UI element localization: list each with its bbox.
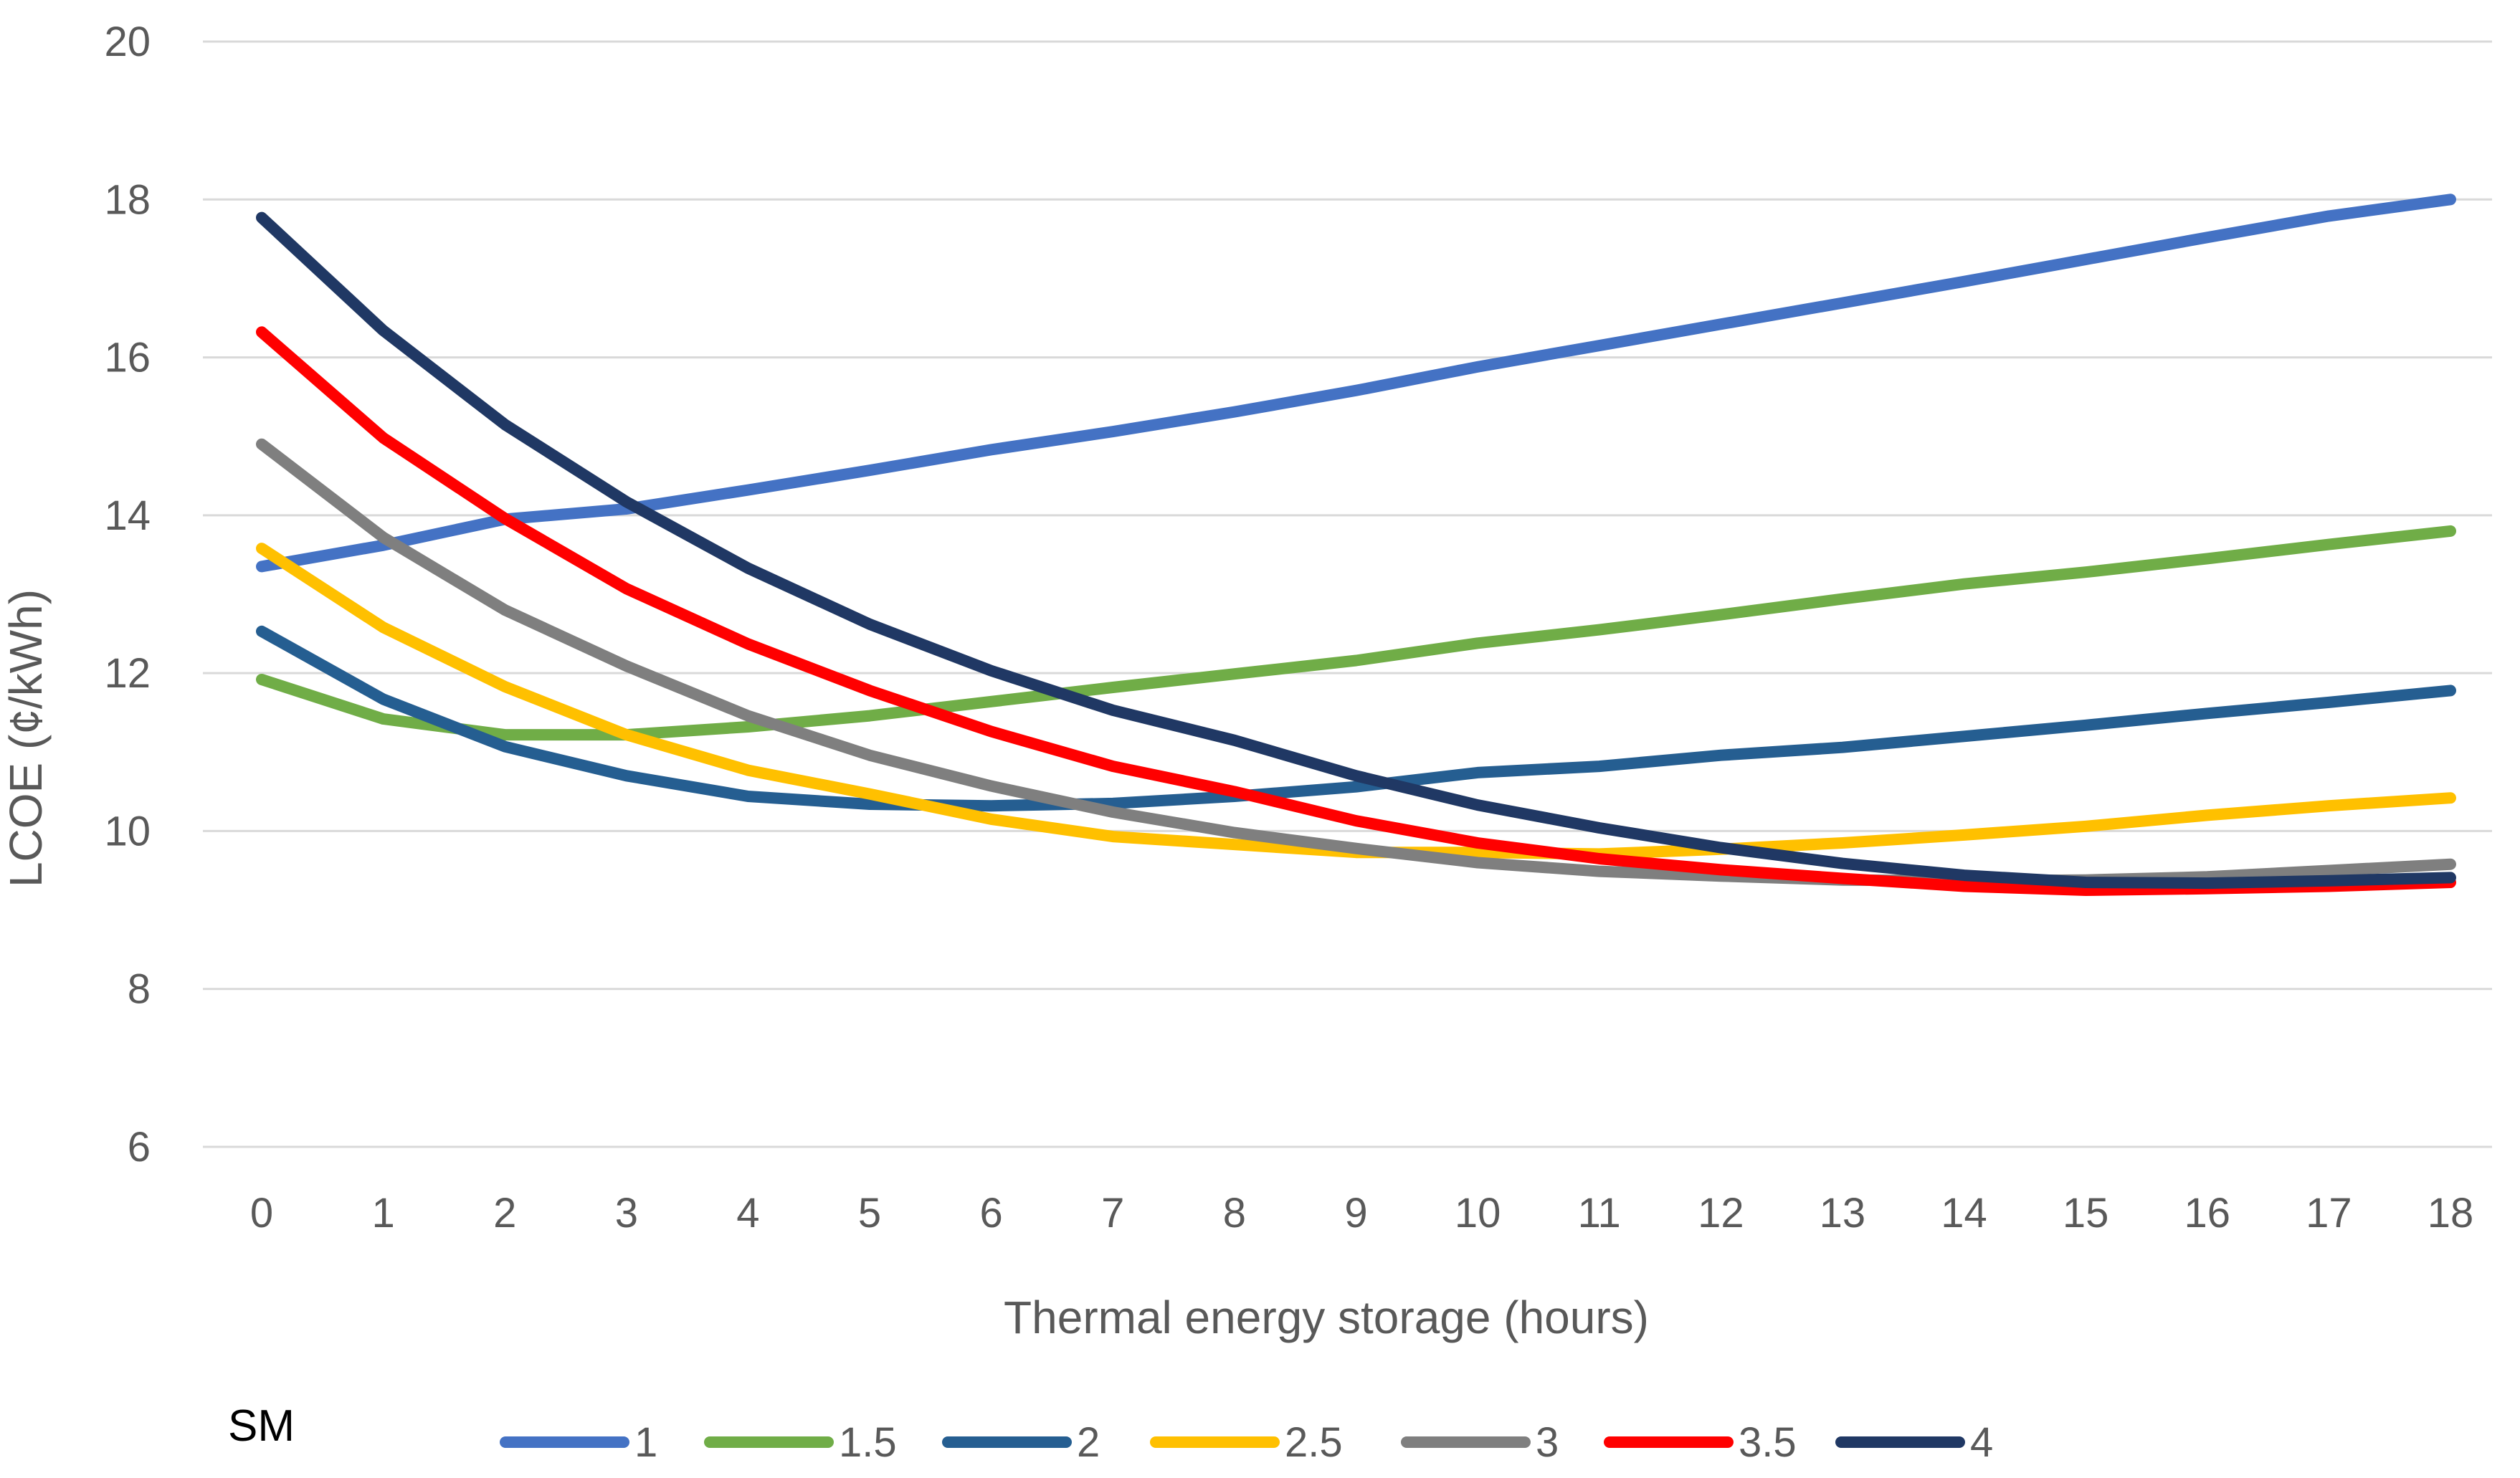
series-line-3-5 [256,326,2456,896]
legend-label: 4 [1970,1419,1993,1466]
x-axis-ticks: 0 1 2 3 4 5 6 7 8 9 10 11 12 13 14 15 16 17 18 [250,1190,2473,1236]
x-tick-label: 0 [250,1190,273,1236]
x-tick-label: 12 [1698,1190,1744,1236]
legend-label: 3 [1536,1419,1559,1466]
x-tick-label: 10 [1455,1190,1501,1236]
y-axis-ticks: 6 8 10 12 14 16 18 20 [104,19,151,1171]
x-tick-label: 1 [371,1190,394,1236]
series-line-2-5 [256,543,2456,860]
y-tick-label: 14 [104,492,151,539]
legend-label: 3.5 [1739,1419,1797,1466]
x-tick-label: 2 [493,1190,516,1236]
x-tick-label: 3 [615,1190,638,1236]
x-tick-label: 13 [1820,1190,1866,1236]
legend-entry-1: 1 [500,1419,657,1466]
legend-entry-2: 2 [942,1419,1100,1466]
y-tick-label: 20 [104,19,151,65]
x-tick-label: 5 [858,1190,881,1236]
y-tick-label: 8 [128,966,151,1013]
x-tick-label: 9 [1344,1190,1367,1236]
x-tick-label: 7 [1101,1190,1124,1236]
x-tick-label: 11 [1578,1190,1621,1236]
legend-label: 1 [634,1419,657,1466]
x-tick-label: 8 [1223,1190,1246,1236]
x-tick-label: 16 [2184,1190,2231,1236]
legend: 1 1.5 2 2.5 3 3.5 4 [500,1419,1993,1466]
x-tick-label: 4 [736,1190,759,1236]
series-line-2 [256,625,2456,812]
x-tick-label: 17 [2306,1190,2352,1236]
x-tick-label: 15 [2063,1190,2109,1236]
y-tick-label: 10 [104,808,151,854]
x-tick-label: 6 [980,1190,1003,1236]
legend-title: SM [228,1401,295,1451]
y-axis-title: LCOE (¢/kWh) [0,589,52,887]
legend-entry-3-5: 3.5 [1604,1419,1797,1466]
legend-entry-4: 4 [1835,1419,1993,1466]
y-tick-label: 18 [104,176,151,223]
legend-label: 1.5 [839,1419,897,1466]
series-line-4 [256,211,2456,890]
gridlines [203,40,2492,1148]
legend-entry-2-5: 2.5 [1150,1419,1343,1466]
legend-entry-1-5: 1.5 [704,1419,897,1466]
legend-label: 2 [1077,1419,1100,1466]
y-tick-label: 12 [104,650,151,697]
legend-entry-3: 3 [1401,1419,1559,1466]
x-axis-title: Thermal energy storage (hours) [1004,1292,1649,1343]
y-tick-label: 16 [104,335,151,381]
x-tick-label: 18 [2428,1190,2474,1236]
legend-label: 2.5 [1285,1419,1343,1466]
series-lines [256,194,2456,896]
x-tick-label: 14 [1941,1190,1987,1236]
series-line-1 [256,194,2456,573]
y-tick-label: 6 [128,1124,151,1171]
